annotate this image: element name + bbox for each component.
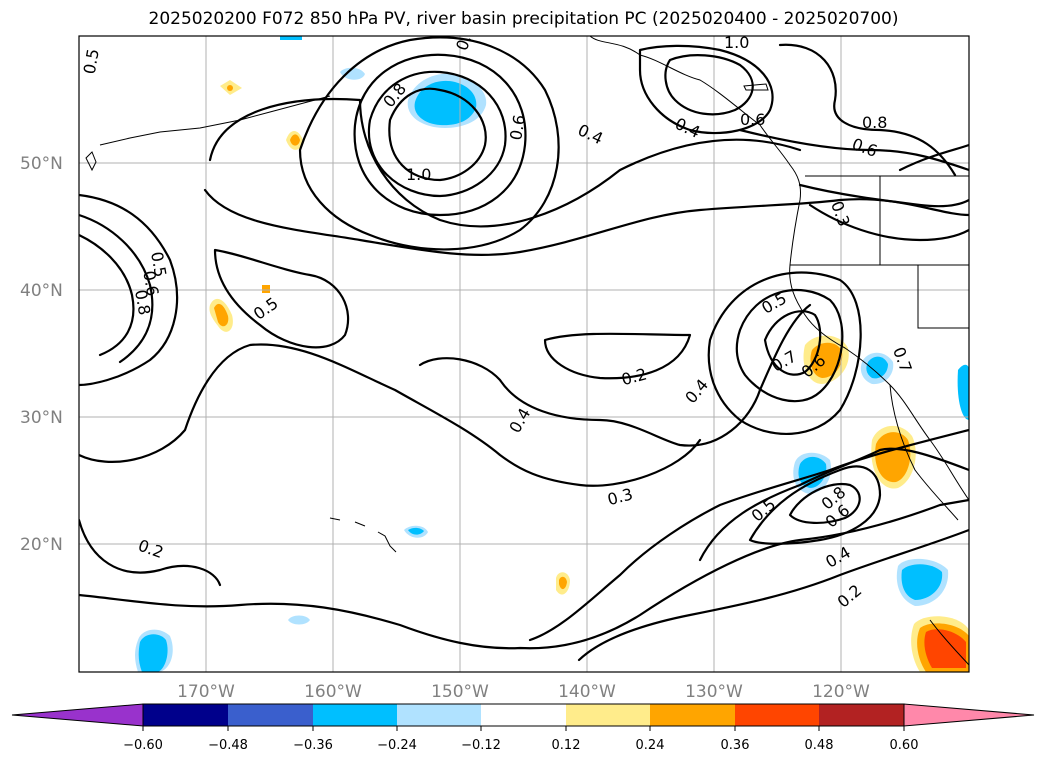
lon-label: 120°W	[812, 682, 870, 702]
colorbar-tick-label: −0.60	[123, 738, 163, 753]
colorbar: −0.60 −0.48 −0.36 −0.24 −0.12 0.12 0.24 …	[11, 703, 1035, 753]
pv-contours	[79, 36, 969, 662]
lon-label: 150°W	[431, 682, 489, 702]
contour-label: 0.6	[740, 110, 765, 129]
contour-label: 0.6	[506, 113, 529, 141]
colorbar-tick-label: 0.12	[552, 738, 581, 753]
colorbar-extend-min	[11, 703, 144, 727]
colorbar-bin	[650, 704, 735, 726]
colorbar-bin	[819, 704, 904, 726]
alaska-coast	[589, 36, 801, 201]
us-states	[790, 176, 969, 329]
latitude-labels: 50°N 40°N 30°N 20°N	[20, 154, 63, 555]
mexico-coast	[929, 619, 969, 666]
colorbar-tick-label: 0.24	[636, 738, 665, 753]
colorbar-bin	[566, 704, 650, 726]
lat-label: 50°N	[20, 154, 63, 174]
colorbar-extend-max	[903, 703, 1035, 727]
contour-label: 0.5	[147, 250, 170, 278]
contour-label: 0.8	[131, 288, 154, 316]
baja-coast	[889, 384, 959, 521]
map-title: 2025020200 F072 850 hPa PV, river basin …	[148, 9, 899, 29]
contour-label: 0.8	[862, 113, 887, 132]
contour-label: 0.5	[80, 47, 103, 75]
colorbar-bin	[143, 704, 228, 726]
colorbar-bin	[313, 704, 397, 726]
lon-label: 140°W	[558, 682, 616, 702]
lat-label: 40°N	[20, 281, 63, 301]
lat-label: 30°N	[20, 408, 63, 428]
colorbar-tick-label: −0.24	[377, 738, 417, 753]
colorbar-tick-label: 0.36	[721, 738, 750, 753]
colorbar-tick-label: −0.48	[208, 738, 248, 753]
colorbar-tick-label: 0.48	[805, 738, 834, 753]
colorbar-tick-label: −0.12	[461, 738, 501, 753]
map-panel: 0.5 0.6 1.0 0.8 1.0 0.6 0.4 0.4 0.6 0.8 …	[79, 33, 969, 672]
colorbar-bin	[481, 704, 566, 726]
lon-label: 170°W	[177, 682, 235, 702]
colorbar-bin	[228, 704, 313, 726]
contour-label: 1.0	[406, 165, 431, 184]
neg-shade-north	[340, 67, 365, 80]
neg-shade-east-edge	[957, 364, 969, 420]
neg-core-gulf-alaska	[414, 80, 477, 126]
colorbar-tick-label: −0.36	[293, 738, 333, 753]
colorbar-tick-label: 0.60	[890, 738, 919, 753]
hawaii	[329, 517, 397, 553]
colorbar-bin	[735, 704, 819, 726]
lon-label: 130°W	[685, 682, 743, 702]
contour-label: 0.6	[139, 269, 162, 297]
longitude-labels: 170°W 160°W 150°W 140°W 130°W 120°W	[177, 682, 870, 702]
colorbar-bin	[397, 704, 481, 726]
contour-label: 1.0	[724, 33, 749, 52]
aleutians	[99, 95, 331, 146]
precip-shading	[135, 36, 969, 672]
map-frame	[78, 35, 970, 673]
lon-label: 160°W	[304, 682, 362, 702]
lat-label: 20°N	[20, 535, 63, 555]
